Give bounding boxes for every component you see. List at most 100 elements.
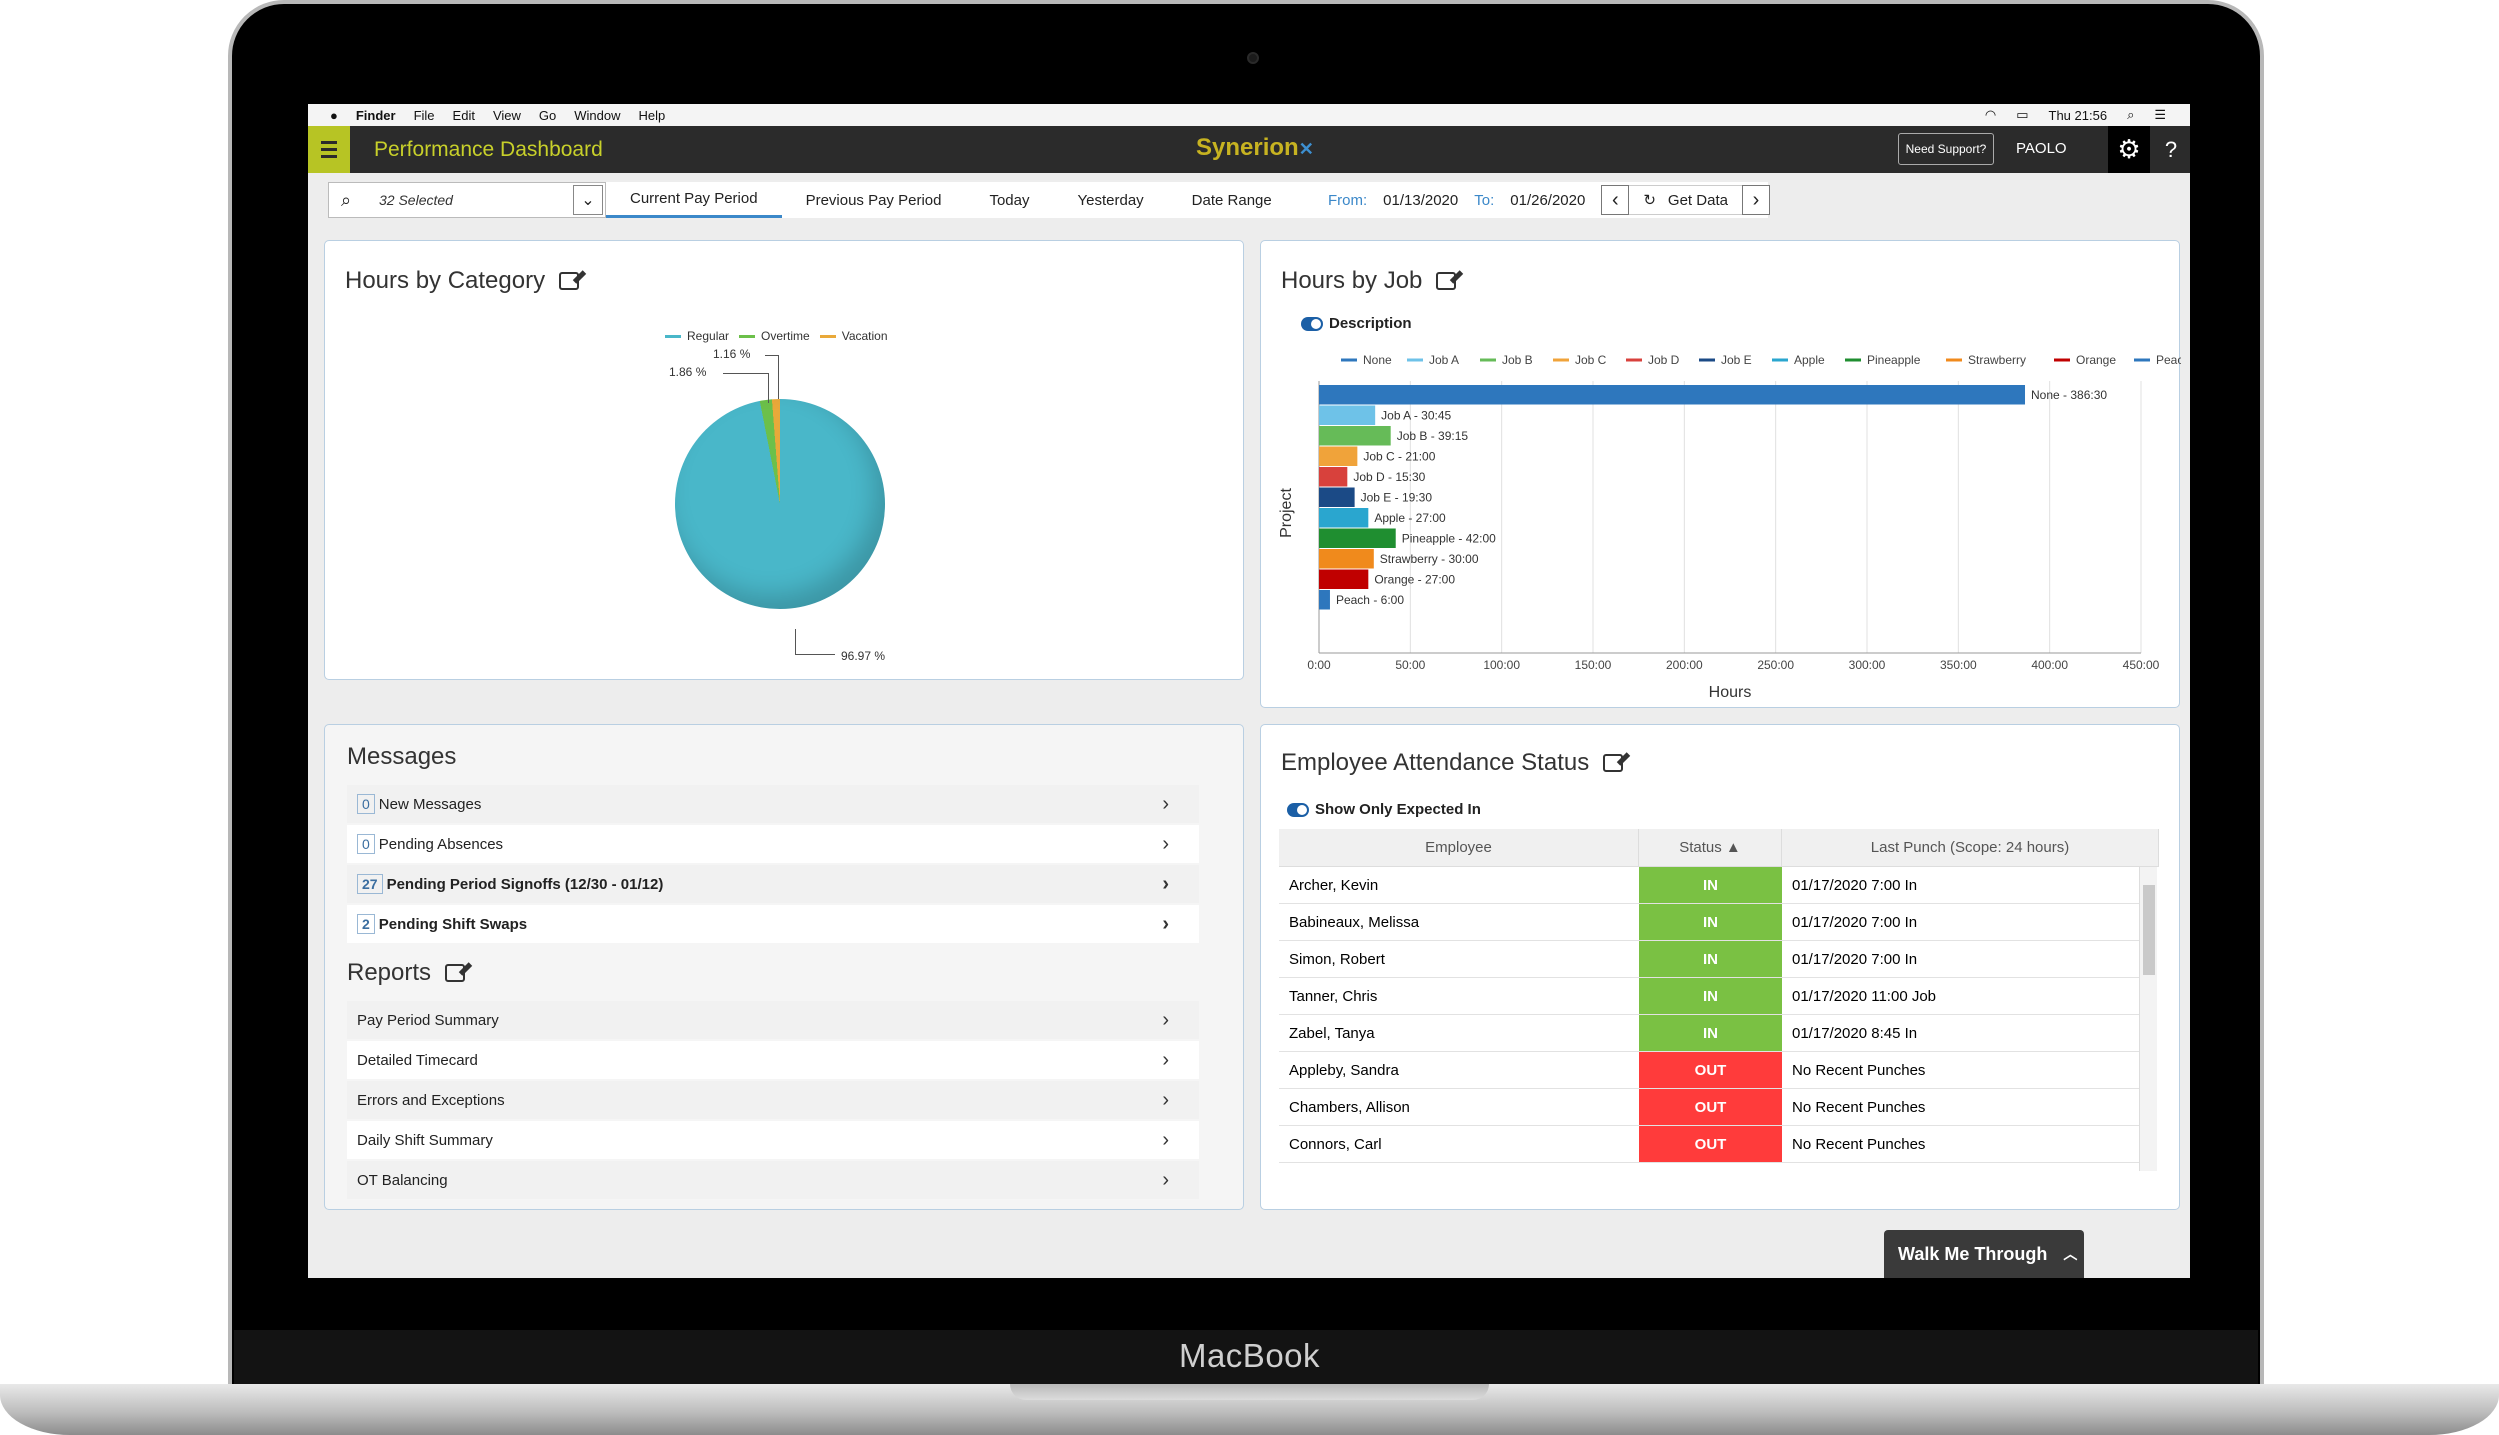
report-label: Daily Shift Summary	[357, 1131, 493, 1149]
tab-date-range[interactable]: Date Range	[1191, 191, 1272, 209]
employee-select-value: 32 Selected	[379, 192, 453, 208]
edit-icon[interactable]	[1436, 272, 1457, 290]
report-item[interactable]: Detailed Timecard ›	[347, 1041, 1199, 1079]
table-row[interactable]: Babineaux, Melissa IN 01/17/2020 7:00 In	[1279, 904, 2139, 941]
need-support-button[interactable]: Need Support?	[1898, 133, 1994, 165]
prev-period-chevron-left-icon[interactable]: ‹	[1601, 185, 1630, 215]
report-item[interactable]: Errors and Exceptions ›	[347, 1081, 1199, 1119]
pie-chart[interactable]	[675, 399, 885, 609]
status-badge: IN	[1639, 904, 1782, 940]
toggle-switch[interactable]	[1301, 316, 1323, 331]
column-last-punch[interactable]: Last Punch (Scope: 24 hours)	[1782, 829, 2159, 866]
from-date[interactable]: 01/13/2020	[1383, 191, 1459, 209]
battery-icon[interactable]: ▭	[2016, 107, 2029, 122]
pie-label-overtime: 1.16 %	[713, 347, 751, 361]
panel-title: Reports	[347, 959, 466, 987]
edit-icon[interactable]	[1603, 754, 1624, 772]
message-count: 2	[357, 914, 375, 934]
x-tick-label: 150:00	[1575, 658, 1612, 672]
menu-window[interactable]: Window	[574, 107, 621, 123]
camera	[1247, 52, 1259, 64]
user-name[interactable]: PAOLO	[2016, 140, 2067, 157]
bar-apple[interactable]	[1319, 508, 1369, 528]
report-item[interactable]: Daily Shift Summary ›	[347, 1121, 1199, 1159]
data-label: Apple - 27:00	[1374, 511, 1446, 525]
search-icon: ⌕	[340, 189, 352, 210]
bar-orange[interactable]	[1319, 569, 1369, 590]
walk-me-through-button[interactable]: Walk Me Through ︿	[1884, 1230, 2084, 1278]
bar-job-a[interactable]	[1319, 405, 1376, 426]
table-row[interactable]: Appleby, Sandra OUT No Recent Punches	[1279, 1052, 2139, 1089]
bar-job-d[interactable]	[1319, 467, 1348, 487]
x-tick-label: 100:00	[1483, 658, 1520, 672]
menu-finder[interactable]: Finder	[355, 107, 396, 123]
employee-select[interactable]: ⌕ 32 Selected ⌄	[328, 182, 606, 218]
x-tick-label: 400:00	[2031, 658, 2068, 672]
employee-name: Babineaux, Melissa	[1289, 913, 1420, 931]
edit-icon[interactable]	[559, 272, 580, 290]
tab-today[interactable]: Today	[989, 191, 1030, 209]
panel-title: Hours by Job	[1281, 267, 1457, 295]
legend-item: Apple	[1794, 353, 1825, 367]
chevron-right-icon: ›	[1162, 1128, 1169, 1151]
menu-view[interactable]: View	[492, 107, 521, 123]
bar-none[interactable]	[1319, 385, 2026, 405]
list-icon[interactable]: ☰	[2154, 107, 2166, 122]
tab-current-pay-period[interactable]: Current Pay Period	[606, 182, 782, 218]
bar-job-b[interactable]	[1319, 426, 1391, 446]
menu-file[interactable]: File	[413, 107, 435, 123]
edit-icon[interactable]	[445, 964, 466, 982]
legend-overtime[interactable]: Overtime	[761, 329, 810, 343]
message-item[interactable]: 0 Pending Absences ›	[347, 825, 1199, 863]
tab-previous-pay-period[interactable]: Previous Pay Period	[805, 191, 942, 209]
column-status[interactable]: Status ▲	[1639, 829, 1782, 866]
table-row[interactable]: Zabel, Tanya IN 01/17/2020 8:45 In	[1279, 1015, 2139, 1052]
description-toggle[interactable]: Description	[1301, 315, 1412, 332]
bar-peach[interactable]	[1319, 590, 1330, 610]
report-item[interactable]: Pay Period Summary ›	[347, 1001, 1199, 1039]
get-data-button[interactable]: ↻ Get Data	[1629, 185, 1742, 215]
table-row[interactable]: Simon, Robert IN 01/17/2020 7:00 In	[1279, 941, 2139, 978]
expected-in-toggle-label: Show Only Expected In	[1315, 801, 1481, 818]
gear-icon[interactable]: ⚙	[2108, 126, 2150, 173]
table-row[interactable]: Connors, Carl OUT No Recent Punches	[1279, 1126, 2139, 1163]
toggle-switch[interactable]	[1287, 802, 1309, 817]
wifi-icon[interactable]: ◠	[1984, 107, 1997, 122]
expected-in-toggle[interactable]: Show Only Expected In	[1287, 801, 1481, 818]
message-item[interactable]: 2 Pending Shift Swaps ›	[347, 905, 1199, 943]
table-row[interactable]: Tanner, Chris IN 01/17/2020 11:00 Job	[1279, 978, 2139, 1015]
table-row[interactable]: Chambers, Allison OUT No Recent Punches	[1279, 1089, 2139, 1126]
status-badge: IN	[1639, 941, 1782, 977]
bar-pineapple[interactable]	[1319, 528, 1396, 549]
help-icon[interactable]: ?	[2164, 136, 2178, 162]
menu-help[interactable]: Help	[638, 107, 666, 123]
chevron-down-icon[interactable]: ⌄	[573, 185, 603, 215]
employee-name: Simon, Robert	[1289, 950, 1385, 968]
table-scrollbar[interactable]	[2139, 867, 2157, 1171]
next-period-chevron-right-icon[interactable]: ›	[1741, 185, 1770, 215]
message-item[interactable]: 0 New Messages ›	[347, 785, 1199, 823]
table-row[interactable]: Archer, Kevin IN 01/17/2020 7:00 In	[1279, 867, 2139, 904]
legend-regular[interactable]: Regular	[687, 329, 730, 343]
status-badge: OUT	[1639, 1089, 1782, 1125]
menu-go[interactable]: Go	[538, 107, 557, 123]
status-badge: IN	[1639, 978, 1782, 1014]
bar-job-c[interactable]	[1319, 446, 1358, 467]
search-icon[interactable]: ⌕	[2127, 107, 2135, 122]
bar-strawberry[interactable]	[1319, 549, 1374, 569]
legend-vacation[interactable]: Vacation	[841, 329, 888, 343]
message-label: Pending Absences	[378, 835, 504, 853]
message-item[interactable]: 27 Pending Period Signoffs (12/30 - 01/12…	[347, 865, 1199, 903]
legend-item: Job D	[1648, 353, 1680, 367]
bar-job-e[interactable]	[1319, 487, 1355, 508]
report-item[interactable]: OT Balancing ›	[347, 1161, 1199, 1199]
apple-icon[interactable]: ●	[330, 107, 338, 123]
hamburger-menu-icon[interactable]	[308, 126, 350, 173]
tab-yesterday[interactable]: Yesterday	[1077, 191, 1144, 209]
column-employee[interactable]: Employee	[1279, 829, 1639, 866]
scroll-thumb[interactable]	[2143, 885, 2155, 975]
x-axis-title: Hours	[1709, 684, 1752, 701]
menu-edit[interactable]: Edit	[452, 107, 475, 123]
menubar-clock[interactable]: Thu 21:56	[2048, 107, 2108, 123]
to-date[interactable]: 01/26/2020	[1510, 191, 1586, 209]
